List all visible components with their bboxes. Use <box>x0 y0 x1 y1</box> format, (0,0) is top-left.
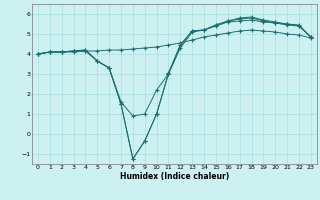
X-axis label: Humidex (Indice chaleur): Humidex (Indice chaleur) <box>120 172 229 181</box>
